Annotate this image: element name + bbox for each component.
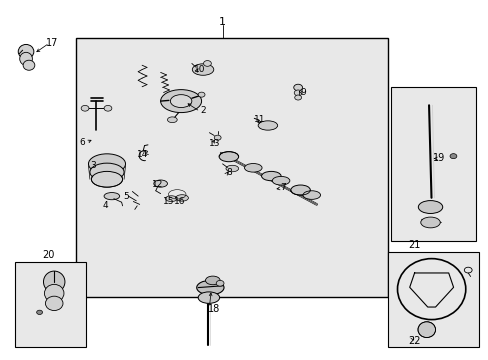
Ellipse shape xyxy=(272,176,289,185)
Text: 16: 16 xyxy=(174,197,185,206)
Ellipse shape xyxy=(167,117,177,123)
Circle shape xyxy=(294,95,301,100)
Ellipse shape xyxy=(88,154,125,174)
Ellipse shape xyxy=(198,292,219,303)
Bar xyxy=(390,87,475,241)
Ellipse shape xyxy=(91,171,122,187)
Circle shape xyxy=(37,310,42,315)
Ellipse shape xyxy=(43,271,65,293)
Ellipse shape xyxy=(23,60,35,70)
Text: 1: 1 xyxy=(219,17,225,27)
Ellipse shape xyxy=(20,52,32,65)
Circle shape xyxy=(449,154,456,159)
Bar xyxy=(387,252,478,347)
Ellipse shape xyxy=(44,284,64,302)
Text: 11: 11 xyxy=(254,115,265,124)
Text: 5: 5 xyxy=(123,192,129,201)
Circle shape xyxy=(214,135,221,140)
Text: 21: 21 xyxy=(407,239,420,249)
Text: 7: 7 xyxy=(280,183,286,192)
Ellipse shape xyxy=(205,276,220,285)
Circle shape xyxy=(293,84,302,91)
Circle shape xyxy=(203,60,211,66)
Ellipse shape xyxy=(175,195,188,201)
Text: 9: 9 xyxy=(300,87,305,96)
Text: 10: 10 xyxy=(194,65,205,74)
Circle shape xyxy=(81,105,89,111)
Circle shape xyxy=(294,90,302,96)
Text: 17: 17 xyxy=(45,38,58,48)
Text: 2: 2 xyxy=(200,105,205,114)
Ellipse shape xyxy=(18,44,34,59)
Ellipse shape xyxy=(90,163,124,181)
Text: 8: 8 xyxy=(225,168,231,177)
Ellipse shape xyxy=(104,193,120,200)
Ellipse shape xyxy=(165,196,177,202)
Ellipse shape xyxy=(154,180,167,187)
Circle shape xyxy=(216,280,224,286)
Text: 20: 20 xyxy=(41,250,54,260)
Bar xyxy=(15,262,86,347)
Ellipse shape xyxy=(219,152,238,162)
Text: 19: 19 xyxy=(432,153,445,163)
Ellipse shape xyxy=(417,201,442,213)
Text: 18: 18 xyxy=(208,304,220,314)
Ellipse shape xyxy=(417,322,435,338)
Ellipse shape xyxy=(303,191,320,199)
Ellipse shape xyxy=(196,280,224,295)
Text: 14: 14 xyxy=(137,150,148,159)
Ellipse shape xyxy=(192,64,213,75)
Ellipse shape xyxy=(290,185,310,195)
Text: 12: 12 xyxy=(152,180,163,189)
Ellipse shape xyxy=(258,121,277,130)
Circle shape xyxy=(198,92,204,97)
Bar xyxy=(76,39,387,297)
Text: 6: 6 xyxy=(80,138,85,147)
Text: 13: 13 xyxy=(208,139,220,148)
Ellipse shape xyxy=(244,163,262,172)
Ellipse shape xyxy=(261,171,281,181)
Ellipse shape xyxy=(170,95,191,108)
Text: 15: 15 xyxy=(163,197,174,206)
Ellipse shape xyxy=(45,296,63,311)
Text: 4: 4 xyxy=(102,201,108,210)
Ellipse shape xyxy=(160,90,201,113)
Ellipse shape xyxy=(420,217,439,228)
Text: 3: 3 xyxy=(90,161,96,170)
Ellipse shape xyxy=(225,165,238,172)
Text: 22: 22 xyxy=(407,336,420,346)
Circle shape xyxy=(104,105,112,111)
